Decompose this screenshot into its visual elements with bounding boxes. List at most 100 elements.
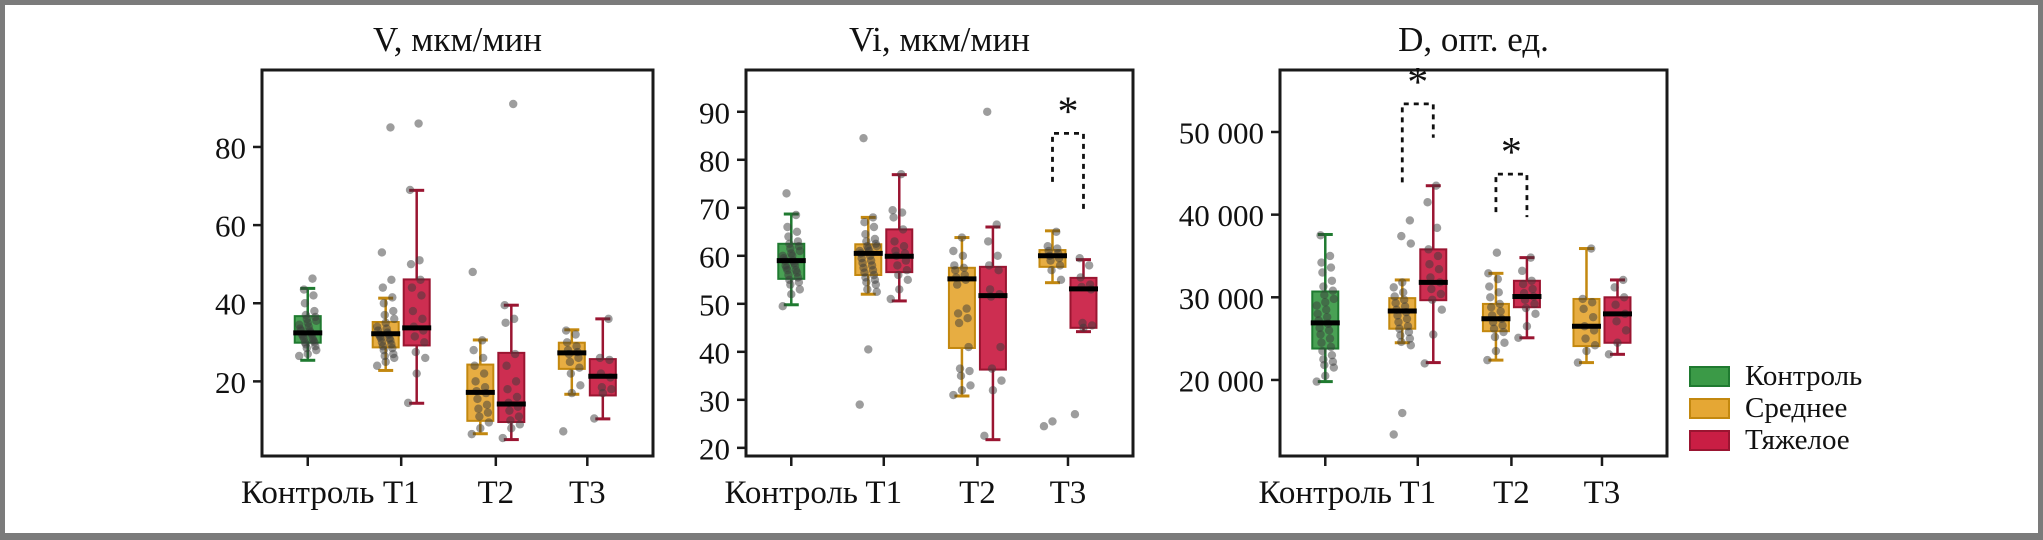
box-group-t2-0 — [465, 267, 495, 439]
data-point — [407, 283, 417, 292]
x-axis-tick-label: Контроль — [241, 475, 374, 511]
data-point — [381, 318, 390, 327]
legend-label-severe: Тяжелое — [1745, 424, 1850, 456]
data-point — [484, 418, 494, 427]
box-group-контроль-0 — [1310, 231, 1340, 386]
data-point — [1326, 263, 1336, 272]
data-point — [1390, 292, 1399, 301]
data-point — [1398, 278, 1407, 287]
data-point — [1322, 305, 1331, 314]
data-point — [964, 342, 973, 352]
data-point — [515, 420, 525, 429]
data-point — [1499, 327, 1508, 337]
data-point — [1043, 241, 1052, 251]
data-point — [783, 222, 792, 232]
data-point — [377, 248, 387, 257]
data-point — [1320, 290, 1329, 300]
y-axis-tick-label: 30 000 — [1179, 281, 1264, 316]
data-point — [899, 241, 909, 251]
data-point — [1396, 331, 1405, 340]
data-point — [965, 366, 974, 376]
data-point — [983, 107, 992, 116]
data-point — [576, 381, 585, 390]
data-point — [1498, 321, 1507, 330]
data-point — [1327, 276, 1337, 285]
data-point — [787, 290, 796, 299]
data-point — [1405, 216, 1415, 225]
data-point — [1526, 253, 1535, 262]
data-point — [963, 314, 972, 323]
significance-asterisk: * — [1407, 60, 1428, 106]
data-point — [299, 285, 309, 294]
data-point — [1618, 275, 1628, 285]
data-point — [1389, 283, 1398, 292]
box-group-t1-0 — [371, 123, 401, 372]
iqr-box — [978, 265, 1007, 371]
data-point — [1316, 330, 1325, 339]
data-point — [1436, 289, 1446, 299]
box-group-t1-1 — [402, 119, 432, 408]
x-axis-tick-label: T1 — [1399, 475, 1436, 511]
data-point — [605, 355, 614, 365]
data-point — [980, 431, 989, 441]
data-point — [471, 377, 480, 386]
data-point — [417, 291, 426, 300]
data-point — [1389, 430, 1398, 439]
chart-1: 20 30 40 50 60 70 80 90 Контроль T1 T2 T3 * — [699, 68, 1135, 511]
data-point — [1076, 273, 1085, 282]
data-point — [1391, 298, 1400, 308]
data-point — [1423, 198, 1432, 207]
data-point — [1432, 223, 1442, 233]
chart-2: 20 000 30 000 40 000 50 000 Контроль T1 T2 T3 * * — [1179, 60, 1669, 511]
data-point — [1522, 322, 1532, 331]
data-point — [1425, 260, 1434, 269]
data-point — [294, 320, 304, 329]
data-point — [1317, 338, 1326, 347]
data-point — [386, 123, 395, 132]
x-axis-tick-label: T1 — [383, 475, 420, 511]
legend-swatch-medium — [1689, 397, 1730, 419]
data-point — [791, 210, 801, 220]
data-point — [1048, 417, 1057, 426]
data-point — [1319, 282, 1328, 291]
data-point — [996, 342, 1005, 352]
data-point — [861, 229, 870, 239]
data-point — [607, 384, 616, 394]
data-point — [512, 392, 522, 402]
data-point — [1316, 231, 1325, 240]
data-point — [388, 293, 397, 302]
data-point — [411, 347, 420, 357]
data-point — [1318, 346, 1327, 356]
data-point — [958, 251, 968, 260]
x-axis-tick-label: T3 — [1584, 475, 1621, 511]
data-point — [1490, 332, 1500, 342]
legend-item-severe: Тяжелое — [1689, 424, 1862, 456]
data-point — [479, 369, 489, 378]
data-point — [778, 251, 787, 260]
data-point — [896, 169, 906, 179]
data-point — [510, 349, 520, 359]
data-point — [1489, 324, 1499, 333]
data-point — [1579, 304, 1588, 314]
data-point — [1052, 227, 1061, 236]
y-axis-tick-label: 50 — [699, 287, 730, 322]
data-point — [1433, 251, 1443, 261]
box-group-t3-0 — [1571, 244, 1601, 367]
data-point — [1312, 377, 1321, 386]
data-point — [1394, 317, 1403, 327]
box-group-t3-0 — [557, 326, 587, 436]
data-point — [470, 361, 479, 370]
significance-bracket — [1051, 131, 1085, 210]
data-point — [1406, 239, 1416, 248]
data-point — [1578, 294, 1587, 304]
data-point — [1428, 295, 1437, 304]
data-point — [1621, 326, 1631, 335]
data-point — [502, 361, 511, 370]
chart-title-d: D, опт. ед. — [1398, 20, 1549, 59]
data-point — [893, 261, 902, 270]
x-axis-tick-label: T2 — [1493, 475, 1530, 511]
data-point — [952, 280, 962, 289]
box-group-t1-0 — [853, 133, 883, 409]
